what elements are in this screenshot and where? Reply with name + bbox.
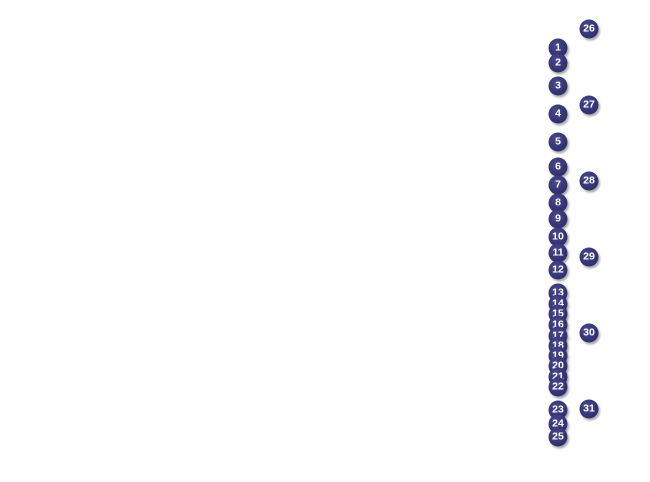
marker-8[interactable]: 8 <box>548 193 568 213</box>
marker-10[interactable]: 10 <box>548 227 568 247</box>
marker-29[interactable]: 29 <box>579 247 599 267</box>
marker-5[interactable]: 5 <box>548 132 568 152</box>
marker-26[interactable]: 26 <box>579 19 599 39</box>
marker-12[interactable]: 12 <box>548 260 568 280</box>
marker-27[interactable]: 27 <box>579 95 599 115</box>
marker-31[interactable]: 31 <box>579 399 599 419</box>
marker-4[interactable]: 4 <box>548 104 568 124</box>
marker-11[interactable]: 11 <box>548 243 568 263</box>
marker-22[interactable]: 22 <box>548 377 568 397</box>
marker-28[interactable]: 28 <box>579 171 599 191</box>
marker-7[interactable]: 7 <box>548 175 568 195</box>
marker-6[interactable]: 6 <box>548 157 568 177</box>
marker-25[interactable]: 25 <box>548 427 568 447</box>
marker-3[interactable]: 3 <box>548 76 568 96</box>
marker-30[interactable]: 30 <box>579 323 599 343</box>
marker-9[interactable]: 9 <box>548 209 568 229</box>
marker-1[interactable]: 1 <box>548 38 568 58</box>
marker-2[interactable]: 2 <box>548 53 568 73</box>
